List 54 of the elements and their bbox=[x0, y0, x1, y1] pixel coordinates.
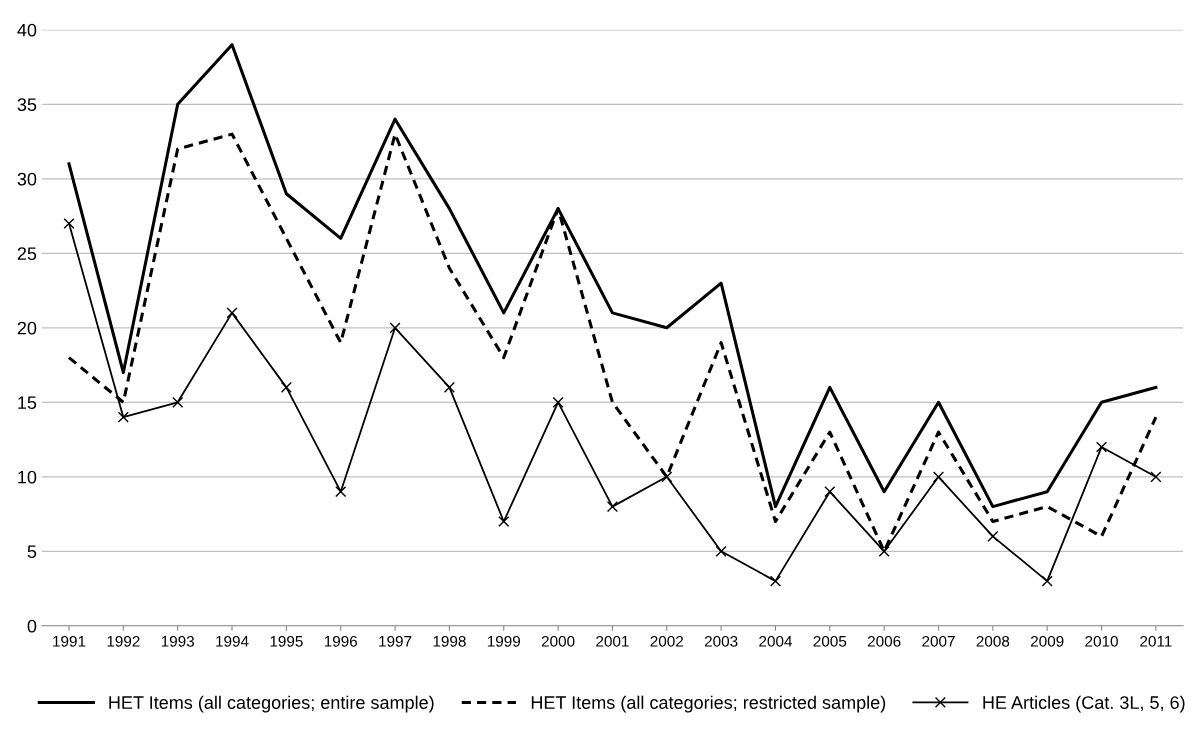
point bbox=[1041, 575, 1053, 587]
x-tick-label: 2001 bbox=[596, 635, 629, 647]
x-tick-label: 2007 bbox=[922, 635, 955, 647]
legend-label: HE Articles (Cat. 3L, 5, 6) bbox=[983, 695, 1185, 713]
point bbox=[498, 515, 510, 528]
point bbox=[769, 575, 782, 587]
x-tick-label: 2008 bbox=[976, 635, 1010, 647]
y-tick-label: 0 bbox=[27, 619, 37, 633]
x-tick-label: 1999 bbox=[487, 635, 521, 647]
point bbox=[932, 471, 945, 483]
x-tick-label: 1996 bbox=[324, 635, 358, 647]
point bbox=[824, 486, 836, 498]
x-tick-label: 2009 bbox=[1030, 635, 1064, 647]
point bbox=[63, 217, 75, 230]
point bbox=[335, 486, 347, 498]
x-tick-label: 2005 bbox=[813, 635, 847, 647]
x-tick-label: 1992 bbox=[107, 635, 140, 647]
x-tick-label: 1997 bbox=[379, 635, 412, 647]
legend-label: HET Items (all categories; entire sample) bbox=[109, 695, 434, 713]
point bbox=[443, 381, 455, 393]
x-tick-label: 2010 bbox=[1085, 635, 1118, 647]
point bbox=[878, 545, 890, 557]
x-tick-label: 2002 bbox=[650, 635, 684, 647]
y-tick-label: 40 bbox=[17, 23, 37, 37]
point bbox=[172, 396, 184, 408]
x-tick-label: 2011 bbox=[1140, 635, 1172, 647]
point bbox=[226, 307, 238, 319]
y-tick-label: 20 bbox=[17, 321, 37, 335]
x-tick-label: 1998 bbox=[433, 635, 466, 647]
x-tick-label: 2000 bbox=[541, 635, 575, 647]
x-tick-label: 2004 bbox=[759, 635, 793, 647]
y-tick-label: 30 bbox=[17, 172, 37, 186]
y-tick-label: 5 bbox=[27, 545, 37, 559]
x-tick-label: 1993 bbox=[161, 635, 195, 647]
point bbox=[117, 411, 129, 423]
x-tick-label: 1995 bbox=[270, 635, 303, 647]
x-tick-label: 2006 bbox=[867, 635, 901, 647]
point bbox=[1095, 441, 1108, 453]
point bbox=[552, 396, 564, 408]
y-tick-label: 25 bbox=[17, 247, 37, 261]
legend-label: HET Items (all categories; restricted sample) bbox=[531, 695, 886, 713]
y-tick-label: 35 bbox=[17, 98, 37, 112]
x-tick-label: 2003 bbox=[704, 635, 738, 647]
point bbox=[715, 545, 727, 557]
x-tick-label: 1991 bbox=[53, 635, 86, 647]
point bbox=[606, 501, 618, 513]
x-tick-label: 1994 bbox=[216, 635, 249, 647]
y-tick-label: 10 bbox=[18, 470, 37, 484]
point bbox=[280, 381, 292, 393]
point bbox=[1150, 471, 1162, 483]
point bbox=[389, 322, 401, 334]
point bbox=[987, 530, 999, 542]
point bbox=[661, 471, 673, 483]
y-tick-label: 15 bbox=[18, 396, 37, 410]
